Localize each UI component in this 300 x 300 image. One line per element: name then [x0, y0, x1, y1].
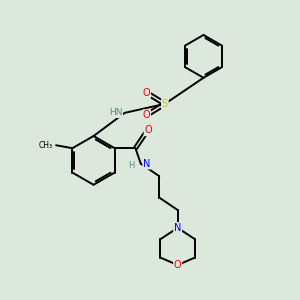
Text: O: O — [174, 260, 182, 270]
Text: N: N — [143, 159, 151, 169]
Text: H: H — [128, 161, 134, 170]
Text: HN: HN — [109, 108, 122, 117]
Text: O: O — [144, 125, 152, 135]
Text: S: S — [162, 99, 168, 109]
Text: O: O — [142, 110, 150, 120]
Text: CH₃: CH₃ — [38, 141, 52, 150]
Text: N: N — [174, 223, 181, 233]
Text: O: O — [142, 88, 150, 98]
